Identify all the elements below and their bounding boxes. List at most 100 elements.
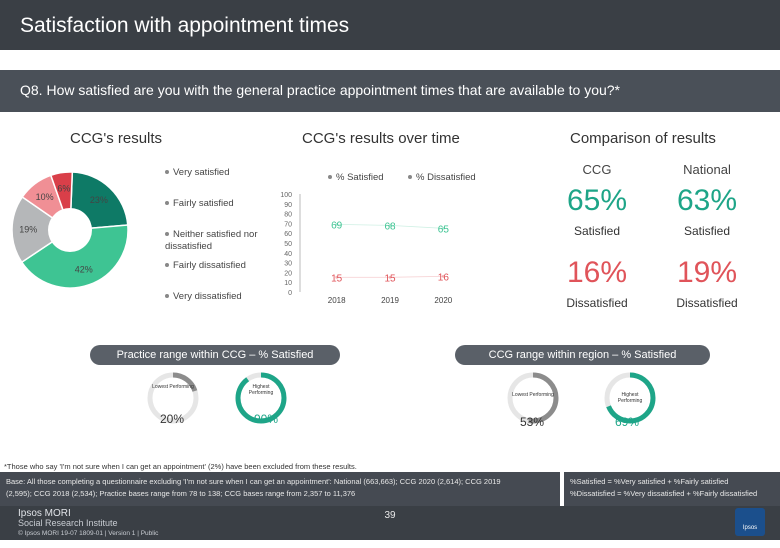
practice-highest-label: Highest Performing xyxy=(248,384,274,396)
section-ccg-results: CCG's results xyxy=(70,130,163,147)
definition-dissatisfied: %Dissatisfied = %Very dissatisfied + %Fa… xyxy=(570,489,758,498)
y-tick-label: 60 xyxy=(284,231,292,238)
legend-bullet xyxy=(165,201,169,206)
data-point xyxy=(441,226,445,230)
legend-bullet xyxy=(328,175,332,180)
practice-range-title: Practice range within CCG – % Satisfied xyxy=(90,345,340,365)
practice-lowest-gauge xyxy=(147,372,199,424)
legend-bullet xyxy=(165,232,169,237)
legend-label: Very dissatisfied xyxy=(173,291,242,302)
region-range-title: CCG range within region – % Satisfied xyxy=(455,345,710,365)
data-label: 15 xyxy=(384,273,396,284)
brand-name: Ipsos MORI xyxy=(18,508,71,519)
legend-label: % Dissatisfied xyxy=(416,172,476,183)
legend-label: Neither satisfied nor dissatisfied xyxy=(165,229,258,252)
y-tick-label: 40 xyxy=(284,251,292,258)
gauge-fill xyxy=(507,372,559,424)
y-tick-label: 30 xyxy=(284,261,292,268)
y-tick-label: 100 xyxy=(280,192,292,199)
legend-bullet xyxy=(165,170,169,175)
pie-slice-label: 19% xyxy=(19,225,37,235)
y-tick-label: 90 xyxy=(284,202,292,209)
header: Satisfaction with appointment times xyxy=(0,0,780,62)
data-label: 16 xyxy=(438,272,450,283)
comparison-national-head: National xyxy=(683,162,731,177)
legend-very-satisfied: Very satisfied xyxy=(165,167,230,178)
practice-highest-gauge xyxy=(235,372,287,424)
y-tick-label: 50 xyxy=(284,241,292,248)
data-point xyxy=(335,222,339,226)
base-line-1: Base: All those completing a questionnai… xyxy=(6,477,501,486)
ccg-dissatisfied-value: 16% xyxy=(566,256,628,289)
national-dissatisfied-label: Dissatisfied xyxy=(676,296,738,310)
y-tick-label: 0 xyxy=(288,290,292,297)
legend-bullet xyxy=(165,263,169,268)
question-text: Q8. How satisfied are you with the gener… xyxy=(20,82,620,98)
region-highest-label: Highest Performing xyxy=(617,392,643,404)
definition-satisfied: %Satisfied = %Very satisfied + %Fairly s… xyxy=(570,477,729,486)
region-lowest-label: Lowest Performing xyxy=(512,392,554,398)
page-title: Satisfaction with appointment times xyxy=(20,14,350,37)
legend-label: Very satisfied xyxy=(173,167,230,178)
national-satisfied-label: Satisfied xyxy=(683,224,731,238)
gauge-fill xyxy=(235,372,287,424)
practice-lowest-label: Lowest Performing xyxy=(152,384,194,390)
y-tick-label: 10 xyxy=(284,280,292,287)
pie-slice-label: 10% xyxy=(36,192,54,202)
legend-label: % Satisfied xyxy=(336,172,384,183)
region-highest-value: 69% xyxy=(615,415,640,429)
national-dissatisfied-value: 19% xyxy=(676,256,738,289)
header-bar xyxy=(0,0,780,50)
ccg-satisfied-label: Satisfied xyxy=(573,224,621,238)
brand-subtitle: Social Research Institute xyxy=(18,518,118,528)
data-point xyxy=(388,275,392,279)
practice-highest-value: 90% xyxy=(254,412,279,426)
national-satisfied-value: 63% xyxy=(676,184,738,217)
data-point xyxy=(388,223,392,227)
data-label: 15 xyxy=(331,273,343,284)
ccg-dissatisfied-label: Dissatisfied xyxy=(566,296,628,310)
data-label: 69 xyxy=(331,220,343,231)
gauge-fill xyxy=(604,372,656,424)
pie-center xyxy=(48,208,92,252)
data-point xyxy=(441,274,445,278)
page-number: 39 xyxy=(384,510,396,521)
x-category-label: 2018 xyxy=(328,296,346,305)
series-line xyxy=(336,223,444,229)
question-bar xyxy=(0,70,780,112)
section-over-time: CCG's results over time xyxy=(302,130,460,147)
region-highest-gauge xyxy=(604,372,656,424)
pie-slice-label: 6% xyxy=(57,184,70,194)
legend-neither: Neither satisfied nor dissatisfied xyxy=(165,229,265,253)
ccg-satisfied-value: 65% xyxy=(566,184,628,217)
pie-slice xyxy=(20,224,129,289)
pie-slice xyxy=(11,195,72,264)
y-tick-label: 80 xyxy=(284,212,292,219)
data-label: 65 xyxy=(438,224,450,235)
data-point xyxy=(335,275,339,279)
legend-label: Fairly dissatisfied xyxy=(173,260,246,271)
practice-lowest-value: 20% xyxy=(160,412,185,426)
legend-satisfied-series: % Satisfied xyxy=(328,172,384,183)
pie-slice-label: 42% xyxy=(75,264,93,274)
series-line xyxy=(336,275,444,278)
legend-very-dissatisfied: Very dissatisfied xyxy=(165,291,242,302)
footer xyxy=(0,506,780,540)
region-lowest-gauge xyxy=(507,372,559,424)
legend-bullet xyxy=(165,294,169,299)
definitions-note: %Satisfied = %Very satisfied + %Fairly s… xyxy=(564,472,780,506)
footnote: *Those who say 'I'm not sure when I can … xyxy=(4,462,357,471)
x-category-label: 2020 xyxy=(434,296,452,305)
pie-chart: 23% 42% 19% 10%6% xyxy=(11,171,129,289)
legend-label: Fairly satisfied xyxy=(173,198,234,209)
y-tick-label: 70 xyxy=(284,221,292,228)
region-lowest-value: 53% xyxy=(520,415,545,429)
ipsos-logo-badge: Ipsos xyxy=(735,508,765,536)
section-comparison: Comparison of results xyxy=(570,130,716,147)
gauge-fill xyxy=(147,372,199,424)
base-line-2: (2,595); CCG 2018 (2,534); Practice base… xyxy=(6,489,356,498)
bar-chart: 0 10 20 30 40 50 60 70 80 90 100 69 68 65 15 15 16 2018… xyxy=(280,192,452,305)
legend-fairly-satisfied: Fairly satisfied xyxy=(165,198,234,209)
x-category-label: 2019 xyxy=(381,296,399,305)
data-label: 68 xyxy=(384,221,396,232)
